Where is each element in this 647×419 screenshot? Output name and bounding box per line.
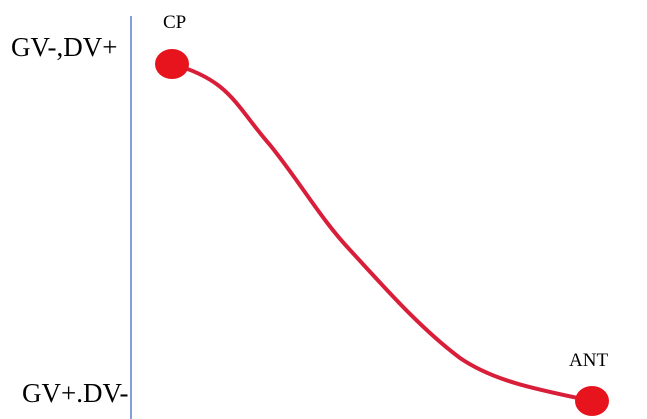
transition-curve bbox=[170, 62, 594, 403]
cp-label: CP bbox=[163, 12, 187, 33]
ant-label: ANT bbox=[569, 350, 609, 371]
axis-bottom-label: GV+.DV- bbox=[22, 378, 129, 408]
cp-point bbox=[155, 49, 189, 79]
ant-point bbox=[575, 386, 609, 416]
axis-top-label: GV-,DV+ bbox=[11, 32, 118, 62]
